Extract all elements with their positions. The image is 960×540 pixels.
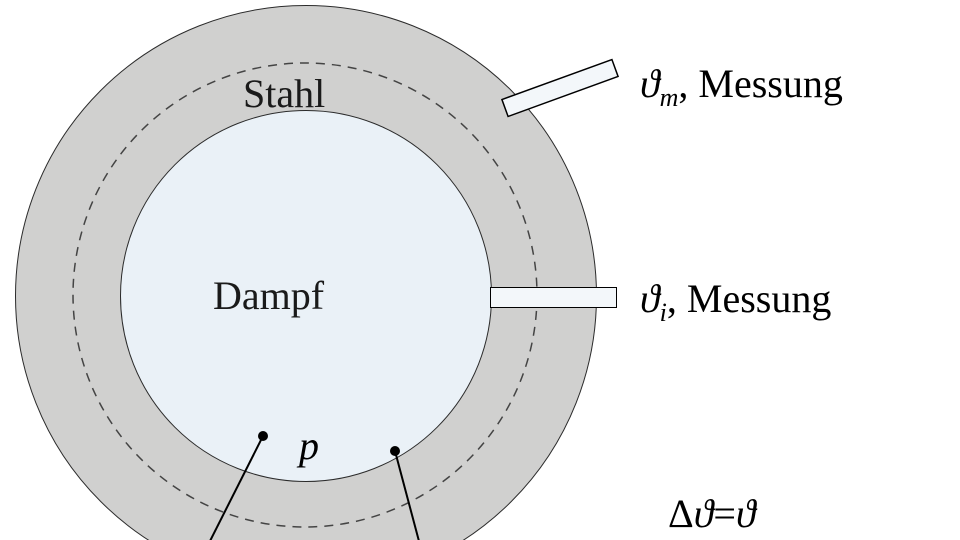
delta-prefix: Δ	[668, 491, 694, 536]
delta-eq: =	[713, 491, 736, 536]
theta-symbol: ϑ	[640, 61, 660, 106]
label-delta-theta: Δϑ=ϑ	[668, 490, 756, 537]
theta-i-rest: , Messung	[667, 276, 831, 321]
label-theta-m: ϑm, Messung	[640, 60, 843, 113]
probe-inner	[490, 287, 617, 308]
theta-symbol: ϑ	[694, 491, 714, 536]
marker-point-1	[258, 431, 268, 441]
label-stahl: Stahl	[243, 70, 325, 117]
diagram-canvas: { "diagram": { "type": "infographic", "b…	[0, 0, 960, 540]
theta-m-subscript: m	[660, 83, 679, 112]
theta-symbol: ϑ	[640, 276, 660, 321]
theta-symbol: ϑ	[736, 491, 756, 536]
label-pressure-p: p	[299, 422, 319, 469]
label-theta-i: ϑi, Messung	[640, 275, 831, 328]
theta-i-subscript: i	[660, 298, 667, 327]
marker-point-2	[390, 446, 400, 456]
theta-m-rest: , Messung	[678, 61, 842, 106]
label-dampf: Dampf	[213, 272, 324, 319]
